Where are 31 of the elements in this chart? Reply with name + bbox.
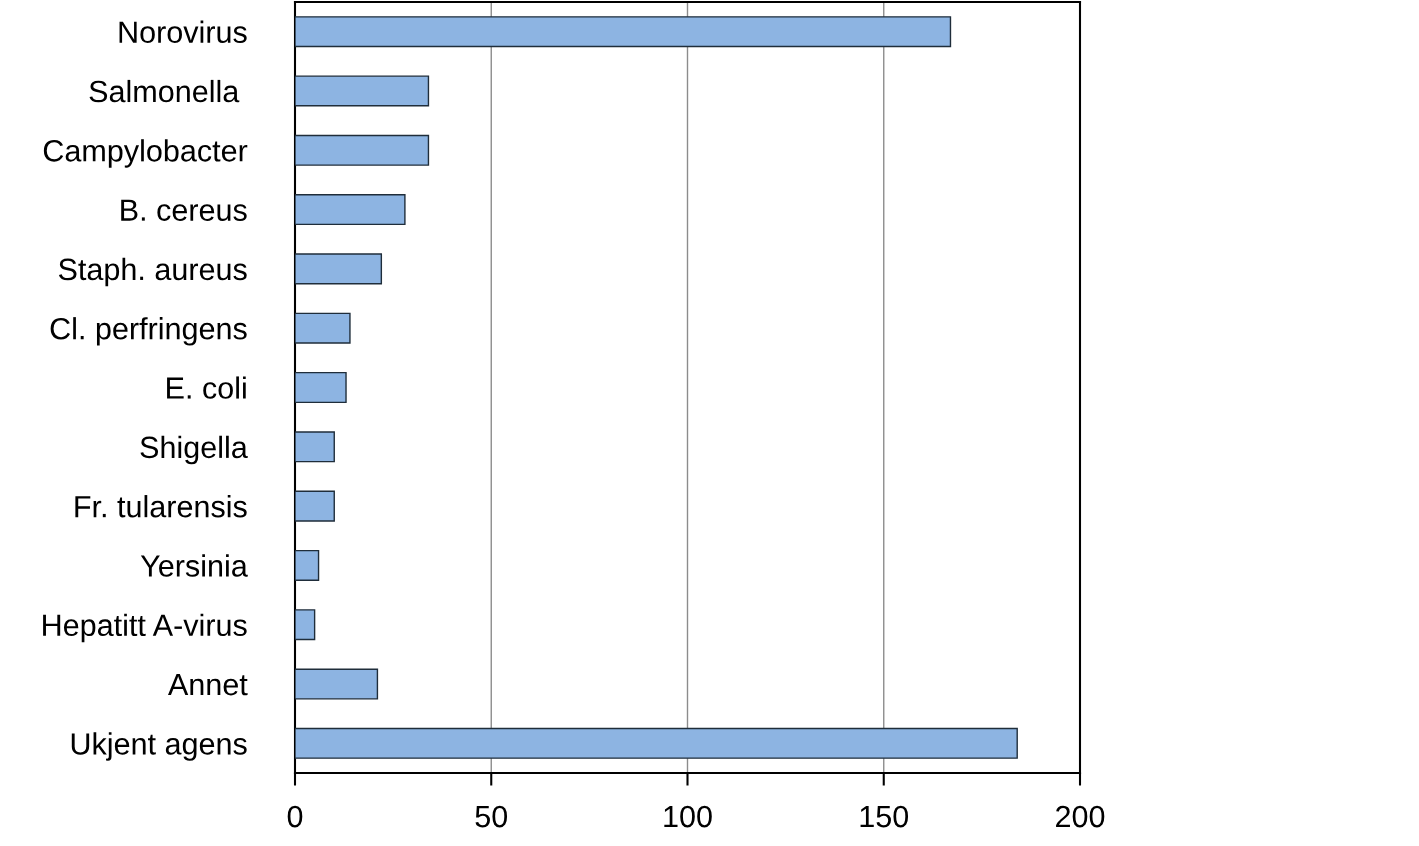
y-tick-label: Shigella: [140, 435, 248, 465]
y-tick-label: E. coli: [167, 376, 246, 399]
bar: [295, 253, 383, 285]
x-tick-label: 150: [860, 805, 909, 828]
bar: [295, 312, 351, 344]
x-tick-label: 100: [664, 805, 712, 828]
y-tick-label: Staph. aureus: [58, 257, 247, 287]
bar: [295, 727, 1018, 759]
y-tick-label: Fr. tularensis: [75, 495, 247, 518]
bar: [295, 431, 335, 463]
y-tick-label: Norovirus: [119, 20, 247, 44]
x-tick-label: 0: [287, 805, 303, 828]
y-tick-label: Salmonella: [89, 79, 240, 103]
bar: [295, 371, 347, 404]
bar: [295, 668, 379, 700]
bar: [295, 134, 430, 166]
bar: [295, 549, 320, 581]
y-tick-label: Ukjent agens: [71, 732, 247, 761]
y-tick-label: Campylobacter: [43, 139, 248, 168]
bar: [295, 75, 430, 107]
bar: [295, 16, 952, 48]
x-tick-label: 200: [1056, 805, 1105, 828]
y-tick-label: B. cereus: [121, 199, 247, 221]
y-tick-label: Yersinia: [140, 554, 248, 577]
y-tick-label: Annet: [167, 674, 248, 696]
bar: [295, 490, 335, 522]
y-tick-label: Cl. perfringens: [50, 317, 247, 346]
x-tick-label: 50: [475, 805, 508, 828]
bar: [295, 609, 316, 641]
y-tick-label: Hepatitt A-virus: [43, 613, 247, 643]
bar: [295, 194, 406, 226]
